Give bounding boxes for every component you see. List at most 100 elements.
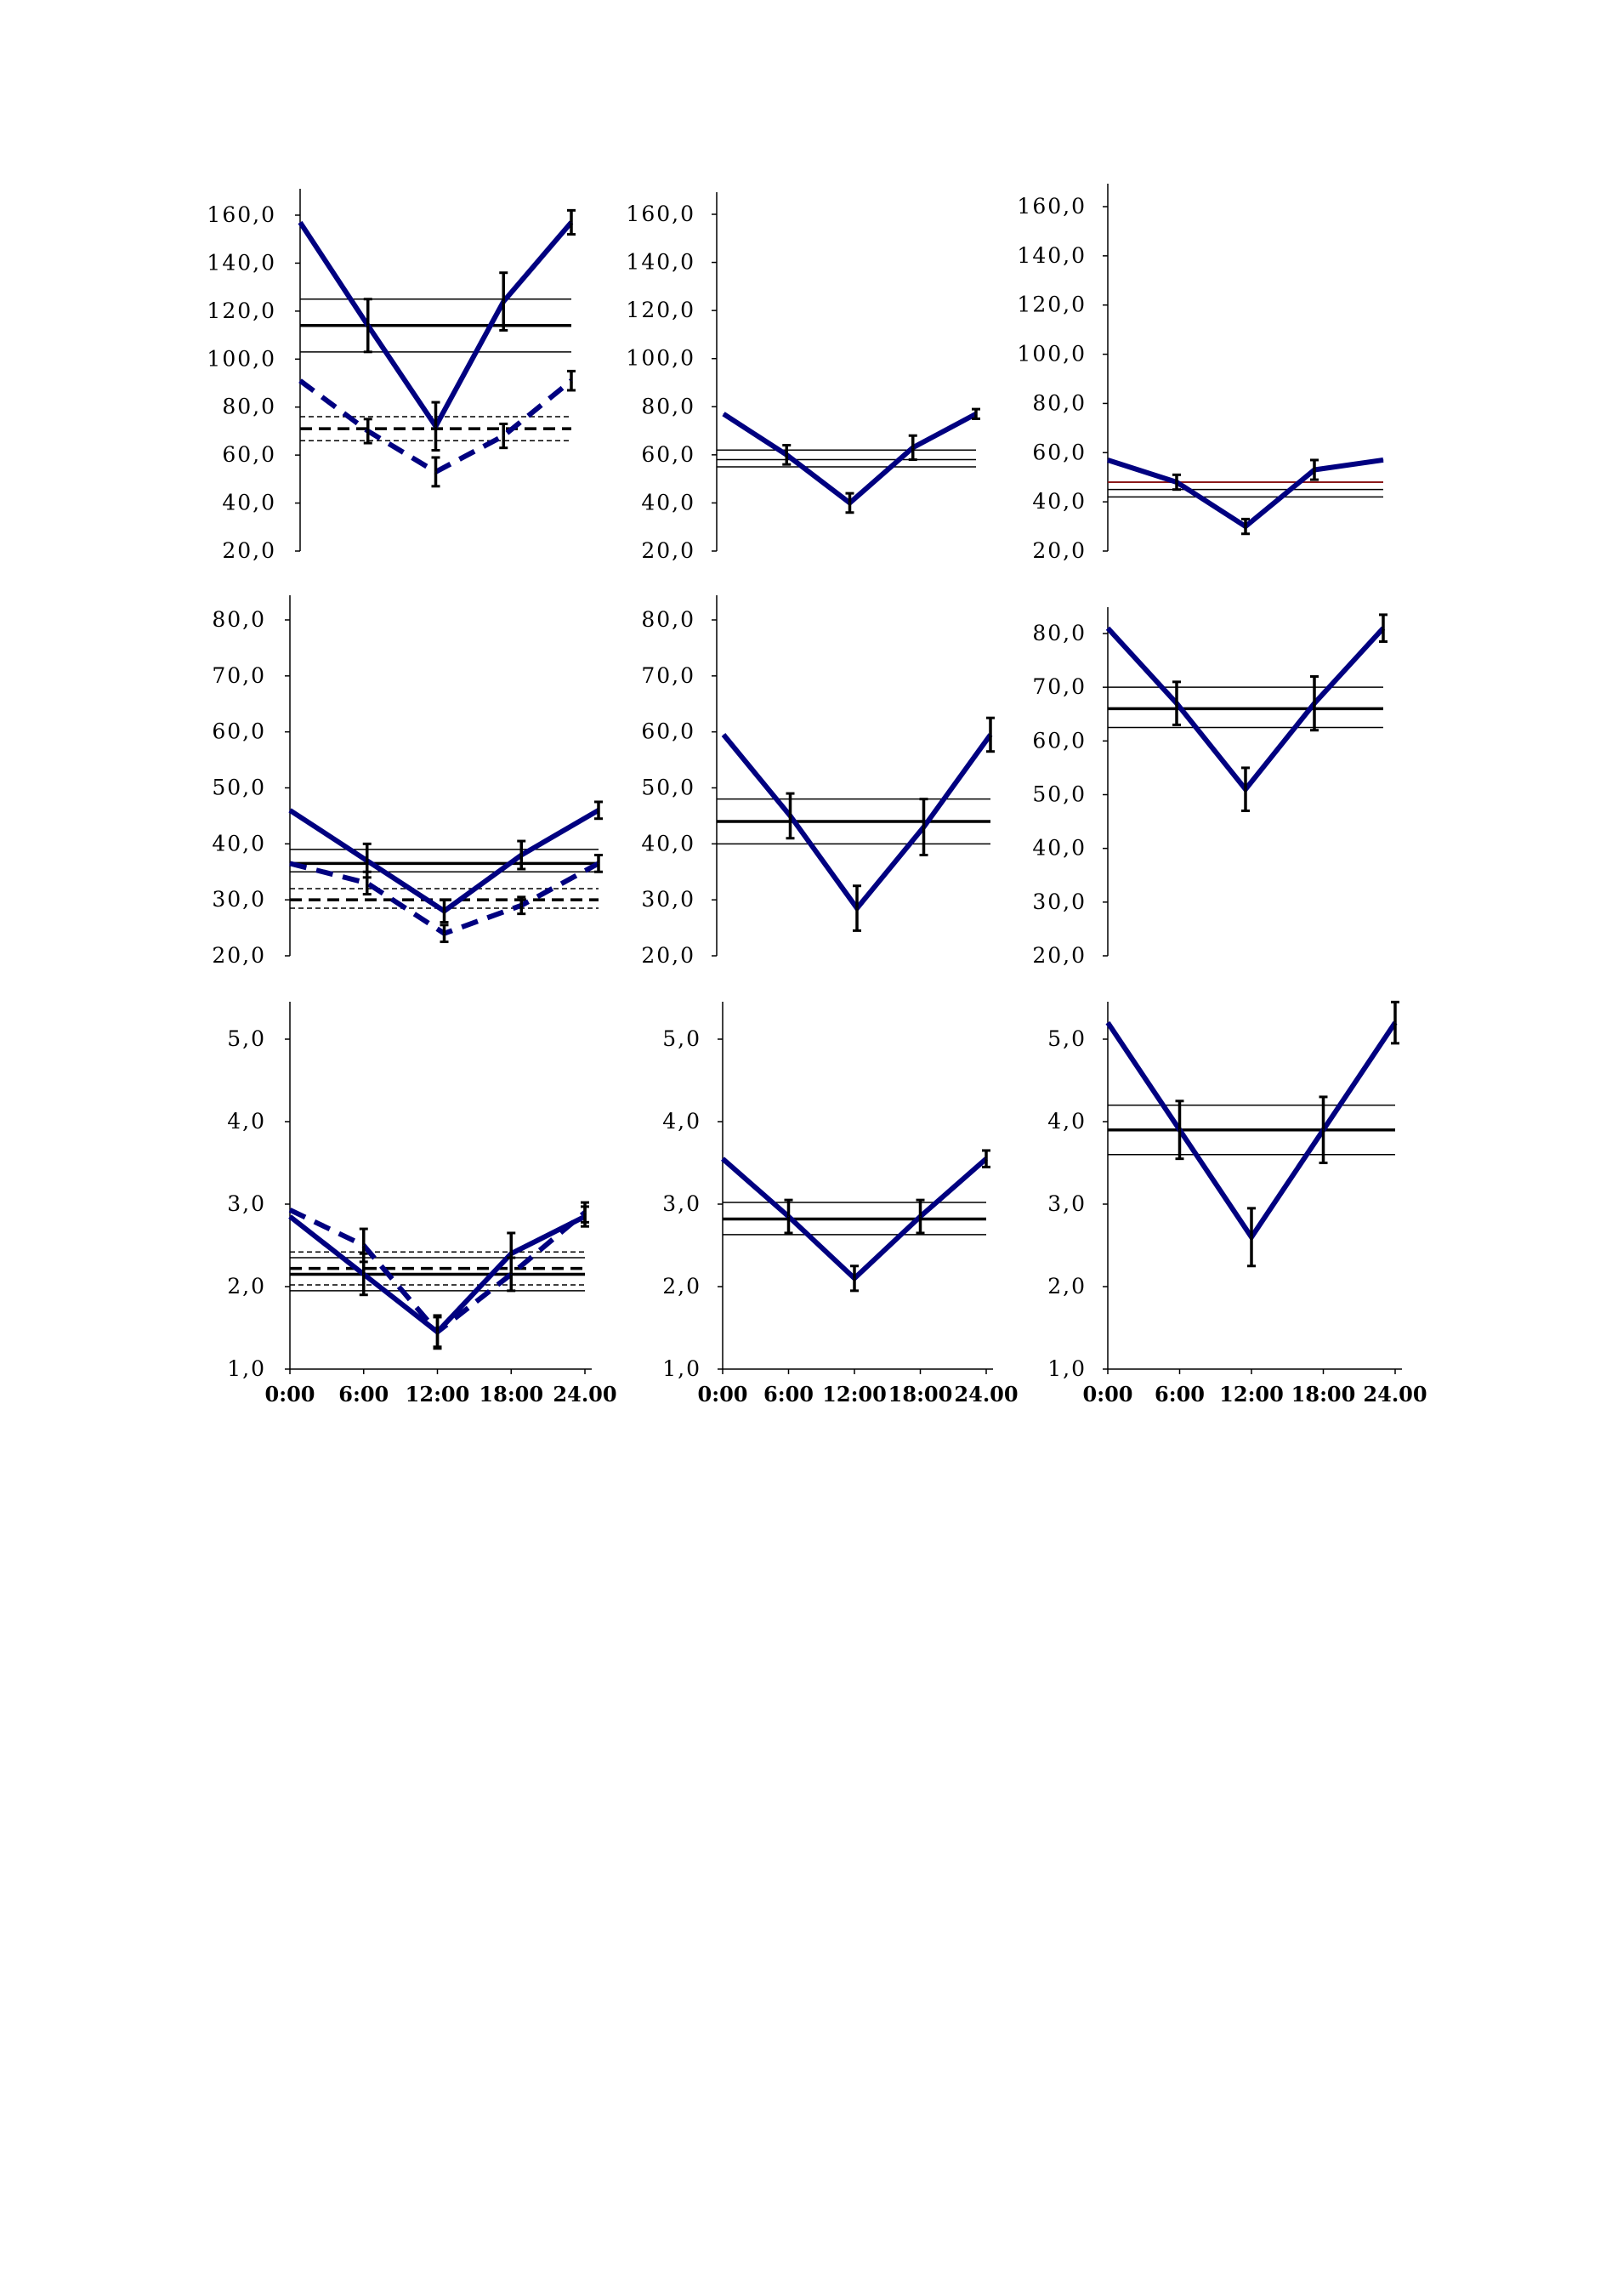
data-point xyxy=(444,933,445,935)
data-point xyxy=(1323,1129,1324,1131)
y-tick-label: 1,0 xyxy=(227,1356,266,1381)
data-point xyxy=(975,413,977,415)
y-tick-label: 20,0 xyxy=(641,943,695,968)
y-tick-label: 40,0 xyxy=(1032,836,1087,861)
y-tick-label: 40,0 xyxy=(212,831,266,855)
data-point xyxy=(570,221,572,223)
x-tick-label: 0:00 xyxy=(265,1382,315,1407)
y-tick-label: 50,0 xyxy=(212,776,266,800)
x-tick-label: 18:00 xyxy=(1291,1382,1356,1407)
y-tick-label: 40,0 xyxy=(222,491,276,515)
y-tick-label: 60,0 xyxy=(212,719,266,744)
chart-panel-1: 20,0 40,0 60,0 80,0 100,0 120,0 140,0 160,0 xyxy=(207,189,576,563)
y-tick-label: 20,0 xyxy=(1032,538,1087,563)
data-point xyxy=(366,882,368,884)
data-point xyxy=(299,380,301,382)
y-tick-label: 5,0 xyxy=(1047,1026,1087,1051)
y-tick-label: 60,0 xyxy=(1032,728,1087,753)
data-point xyxy=(856,907,858,909)
data-point xyxy=(502,435,504,437)
data-point xyxy=(502,301,504,303)
data-point xyxy=(1176,481,1178,483)
y-tick-label: 40,0 xyxy=(641,831,695,855)
chart-panel-3: 20,0 40,0 60,0 80,0 100,0 120,0 140,0 160,0 xyxy=(1017,184,1384,563)
y-tick-label: 3,0 xyxy=(662,1191,701,1216)
x-tick-label: 12:00 xyxy=(406,1382,470,1407)
y-tick-label: 100,0 xyxy=(626,346,695,371)
data-point xyxy=(435,425,436,427)
data-point xyxy=(289,1216,291,1218)
y-tick-label: 40,0 xyxy=(641,490,695,514)
data-point xyxy=(367,430,369,432)
y-tick-label: 1,0 xyxy=(1047,1356,1087,1381)
y-tick-label: 4,0 xyxy=(1047,1109,1087,1134)
data-point xyxy=(520,905,522,906)
data-point xyxy=(912,446,914,448)
chart-panel-8: 1,0 2,0 3,0 4,0 5,0 0:00 6:00 12:00 18:00 24.00 xyxy=(662,1002,1019,1407)
y-tick-label: 120,0 xyxy=(626,298,695,322)
data-point xyxy=(570,380,572,382)
series-line-1 xyxy=(1107,457,1384,530)
y-tick-label: 30,0 xyxy=(1032,889,1087,914)
y-tick-label: 60,0 xyxy=(641,442,695,467)
chart-panel-4: 20,0 30,0 40,0 50,0 60,0 70,0 80,0 xyxy=(212,595,603,968)
x-tick-label: 18:00 xyxy=(888,1382,953,1407)
y-tick-label: 60,0 xyxy=(222,442,276,467)
x-tick-label: 6:00 xyxy=(763,1382,814,1407)
chart-panel-9: 1,0 2,0 3,0 4,0 5,0 0:00 6:00 12:00 18:00 24.00 xyxy=(1047,1000,1427,1407)
x-tick-label: 24.00 xyxy=(954,1382,1018,1407)
y-tick-label: 80,0 xyxy=(1032,621,1087,645)
y-tick-label: 20,0 xyxy=(641,538,695,563)
data-point xyxy=(854,1277,855,1279)
data-point xyxy=(985,1158,987,1160)
data-point xyxy=(584,1212,586,1213)
series-line-1 xyxy=(722,412,978,507)
data-point xyxy=(510,1253,512,1254)
data-point xyxy=(363,1245,365,1246)
x-tick-label: 12:00 xyxy=(1219,1382,1284,1407)
data-point xyxy=(1179,1129,1180,1131)
data-point xyxy=(289,1209,291,1211)
y-tick-label: 60,0 xyxy=(641,719,695,744)
y-tick-label: 50,0 xyxy=(641,776,695,800)
y-tick-label: 4,0 xyxy=(227,1109,266,1134)
y-tick-label: 80,0 xyxy=(1032,390,1087,415)
data-point xyxy=(367,325,369,327)
y-tick-label: 70,0 xyxy=(212,663,266,688)
y-tick-label: 120,0 xyxy=(1017,293,1087,317)
y-tick-label: 2,0 xyxy=(227,1274,266,1299)
y-tick-label: 160,0 xyxy=(207,202,276,227)
y-tick-label: 80,0 xyxy=(222,395,276,419)
y-tick-label: 70,0 xyxy=(1032,674,1087,699)
y-tick-label: 3,0 xyxy=(1047,1191,1087,1216)
data-point xyxy=(788,1216,789,1218)
series-line-1 xyxy=(288,808,600,914)
chart-panel-7: 1,0 2,0 3,0 4,0 5,0 0:00 6:00 12:00 18:00 24.00 xyxy=(227,1002,617,1407)
y-tick-label: 40,0 xyxy=(1032,489,1087,514)
data-point xyxy=(786,454,787,456)
chart-panel-5: 20,0 30,0 40,0 50,0 60,0 70,0 80,0 xyxy=(641,595,995,968)
x-tick-label: 6:00 xyxy=(338,1382,389,1407)
x-tick-label: 12:00 xyxy=(822,1382,887,1407)
data-point xyxy=(1382,459,1384,461)
data-point xyxy=(289,862,291,864)
data-point xyxy=(1107,459,1109,461)
y-tick-label: 60,0 xyxy=(1032,440,1087,464)
y-tick-label: 140,0 xyxy=(626,250,695,275)
x-tick-label: 0:00 xyxy=(698,1382,748,1407)
y-tick-label: 1,0 xyxy=(662,1356,701,1381)
data-point xyxy=(722,1158,724,1160)
data-point xyxy=(1176,702,1178,704)
x-tick-label: 24.00 xyxy=(553,1382,616,1407)
y-tick-label: 70,0 xyxy=(641,663,695,688)
y-tick-label: 80,0 xyxy=(212,607,266,632)
x-tick-label: 24.00 xyxy=(1363,1382,1427,1407)
y-tick-label: 20,0 xyxy=(1032,943,1087,968)
data-point xyxy=(920,1216,921,1218)
data-point xyxy=(299,221,301,223)
series-line-2 xyxy=(288,1208,587,1336)
y-tick-label: 3,0 xyxy=(227,1191,266,1216)
x-tick-label: 0:00 xyxy=(1083,1382,1133,1407)
y-tick-label: 100,0 xyxy=(207,346,276,371)
y-tick-label: 120,0 xyxy=(207,298,276,323)
